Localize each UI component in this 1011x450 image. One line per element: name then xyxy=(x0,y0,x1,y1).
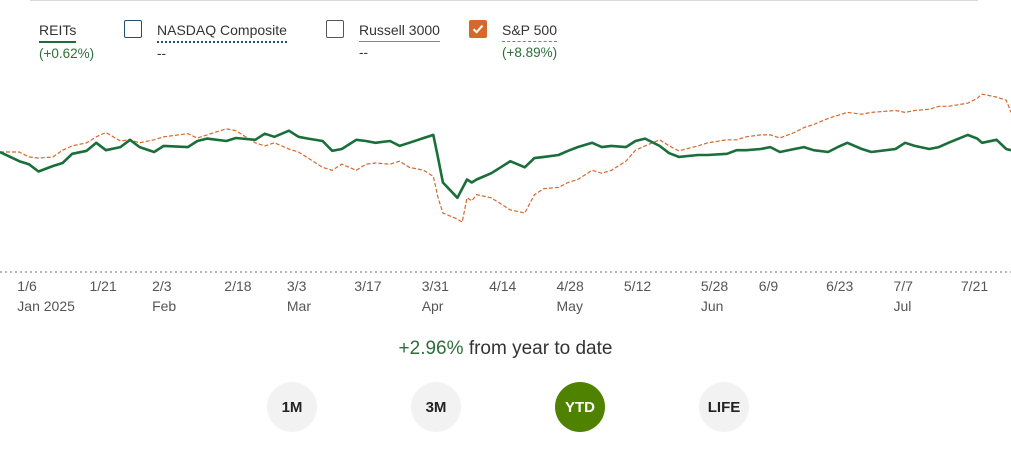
x-month-label-2: Mar xyxy=(287,298,311,314)
legend-change-nasdaq: -- xyxy=(157,46,166,61)
legend-label-nasdaq[interactable]: NASDAQ Composite xyxy=(157,22,287,43)
legend-item-russell[interactable]: Russell 3000 -- xyxy=(359,22,440,60)
x-month-label-4: May xyxy=(557,298,583,314)
legend-label-russell[interactable]: Russell 3000 xyxy=(359,22,440,42)
russell-checkbox[interactable] xyxy=(326,20,344,38)
x-axis-ticks: 1/6 1/21 2/3 2/18 3/3 3/17 3/31 4/14 4/28 5/12 5/2… xyxy=(17,278,988,294)
legend-label-reits: REITs xyxy=(39,22,77,43)
x-month-label-5: Jun xyxy=(701,298,724,314)
x-month-label-3: Apr xyxy=(422,298,444,314)
legend-item-reits: REITs (+0.62%) xyxy=(39,22,94,61)
sp500-checkbox[interactable] xyxy=(469,20,487,38)
x-tick-label-0: 1/6 xyxy=(17,278,37,294)
nasdaq-checkbox[interactable] xyxy=(124,20,142,38)
range-button-ytd[interactable]: YTD xyxy=(555,382,605,432)
series-line-reits xyxy=(0,129,1011,200)
x-tick-label-6: 3/31 xyxy=(422,278,449,294)
range-button-1m[interactable]: 1M xyxy=(267,382,317,432)
x-tick-label-2: 2/3 xyxy=(152,278,172,294)
legend-label-sp500[interactable]: S&P 500 xyxy=(502,22,558,42)
series-line-sp500 xyxy=(0,93,1011,224)
x-tick-label-13: 7/7 xyxy=(894,278,914,294)
legend-change-reits: (+0.62%) xyxy=(39,46,95,61)
x-month-label-0: Jan 2025 xyxy=(17,298,75,314)
range-button-life[interactable]: LIFE xyxy=(699,382,749,432)
x-tick-label-5: 3/17 xyxy=(354,278,381,294)
x-tick-label-10: 5/28 xyxy=(701,278,728,294)
ytd-summary-text: from year to date xyxy=(468,338,613,359)
ytd-summary: +2.96% from year to date xyxy=(0,338,1011,360)
checkmark-icon xyxy=(472,24,484,34)
x-tick-label-4: 3/3 xyxy=(287,278,307,294)
range-button-3m[interactable]: 3M xyxy=(411,382,461,432)
x-tick-label-1: 1/21 xyxy=(90,278,117,294)
x-tick-label-8: 4/28 xyxy=(557,278,584,294)
x-tick-label-12: 6/23 xyxy=(826,278,853,294)
performance-chart: 1/6 1/21 2/3 2/18 3/3 3/17 3/31 4/14 4/28 5/12 5/2… xyxy=(0,93,1011,314)
x-tick-label-3: 2/18 xyxy=(224,278,251,294)
ytd-summary-value: +2.96% xyxy=(398,338,464,359)
x-tick-label-7: 4/14 xyxy=(489,278,516,294)
x-axis-months: Jan 2025 Feb Mar Apr May Jun Jul xyxy=(17,298,911,314)
legend-item-sp500[interactable]: S&P 500 (+8.89%) xyxy=(502,22,557,60)
legend-item-nasdaq[interactable]: NASDAQ Composite -- xyxy=(157,22,287,61)
legend-change-sp500: (+8.89%) xyxy=(502,45,558,60)
x-month-label-6: Jul xyxy=(894,298,912,314)
x-month-label-1: Feb xyxy=(152,298,176,314)
x-tick-label-9: 5/12 xyxy=(624,278,651,294)
top-divider xyxy=(30,0,978,1)
legend-change-russell: -- xyxy=(359,45,368,60)
x-tick-label-14: 7/21 xyxy=(961,278,988,294)
x-tick-label-11: 6/9 xyxy=(759,278,779,294)
